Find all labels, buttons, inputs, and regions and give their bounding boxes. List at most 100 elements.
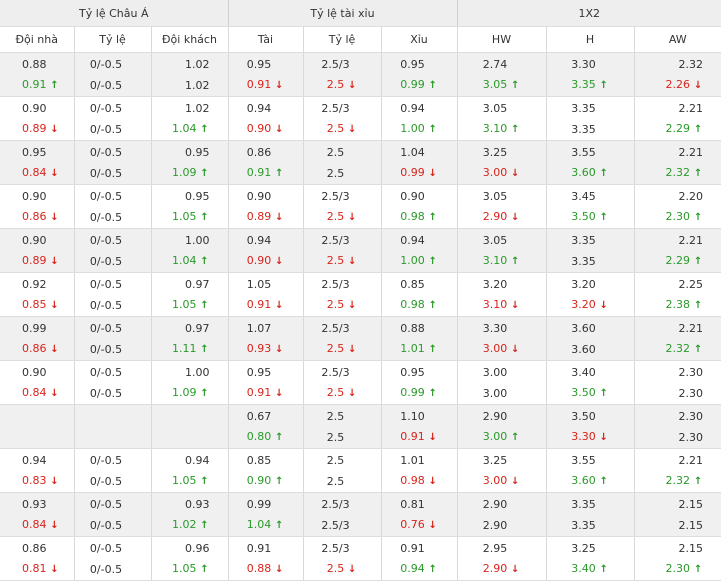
arrow-down-icon	[428, 516, 438, 536]
over-odds-value: 0.91	[246, 78, 272, 91]
away-win-odds-cell: 2.30	[633, 427, 721, 449]
home-win-odds-cell: 3.05	[456, 228, 546, 251]
handicap-cell: 0/-0.5	[73, 383, 151, 405]
draw-odds-value: 3.35	[571, 122, 596, 136]
odds-row-top: 0.90 0/-0.5 1.00 0.94 2.5/3 0.94 3.05 3.35 2.21	[0, 228, 721, 251]
home-odds-cell: 0.99	[0, 316, 74, 339]
total-line-cell: 2.5	[302, 207, 381, 229]
home-odds-cell: 0.94	[0, 449, 74, 472]
draw-odds-value: 3.40	[571, 366, 596, 379]
over-odds-value: 0.99	[246, 498, 272, 511]
home-win-odds-cell: 3.00	[456, 383, 546, 405]
draw-odds-value: 3.45	[571, 190, 596, 203]
draw-odds-cell: 3.60	[545, 471, 634, 493]
over-odds-value: 0.90	[246, 254, 272, 267]
away-odds-value: 1.02	[185, 58, 210, 71]
under-odds-value: 1.10	[400, 410, 425, 423]
odds-row-bottom: 0.86 0/-0.5 1.05 0.89 2.5 0.98 2.90 3.50 2.30	[0, 207, 721, 229]
over-odds-value: 0.90	[246, 190, 272, 203]
under-odds-cell: 0.94	[380, 96, 457, 119]
under-odds-cell: 0.94	[380, 559, 457, 581]
away-odds-value: 0.95	[185, 190, 210, 203]
home-odds-value: 0.86	[22, 210, 47, 223]
home-odds-cell: 0.93	[0, 492, 74, 515]
handicap-value: 0/-0.5	[89, 102, 123, 115]
odds-row-top: 0.90 0/-0.5 1.02 0.94 2.5/3 0.94 3.05 3.35 2.21	[0, 96, 721, 119]
arrow-down-icon	[274, 340, 284, 360]
home-odds-value: 0.86	[22, 542, 47, 555]
away-odds-cell	[150, 427, 228, 449]
handicap-value: 0/-0.5	[89, 190, 123, 203]
away-win-odds-cell: 2.20	[633, 184, 721, 207]
arrow-down-icon	[347, 76, 357, 96]
under-odds-value: 1.01	[400, 342, 425, 355]
away-odds-cell: 0.96	[150, 536, 228, 559]
draw-odds-cell: 3.60	[545, 339, 634, 361]
odds-row-bottom: 0.89 0/-0.5 1.04 0.90 2.5 1.00 3.10 3.35 2.29	[0, 119, 721, 141]
arrow-up-icon	[200, 472, 210, 492]
draw-odds-cell: 3.30	[545, 52, 634, 75]
total-line-value: 2.5/3	[321, 58, 350, 71]
draw-odds-value: 3.30	[571, 430, 596, 443]
draw-odds-cell: 3.40	[545, 360, 634, 383]
home-odds-cell: 0.83	[0, 471, 74, 493]
arrow-up-icon	[428, 296, 438, 316]
home-win-odds-cell: 2.90	[456, 559, 546, 581]
total-line-cell: 2.5/3	[302, 360, 381, 383]
total-line-value: 2.5	[326, 78, 345, 91]
arrow-down-icon	[274, 120, 284, 140]
handicap-value: 0/-0.5	[89, 122, 123, 136]
arrow-down-icon	[428, 472, 438, 492]
arrow-up-icon	[200, 516, 210, 536]
draw-odds-value: 3.30	[571, 58, 596, 71]
away-odds-cell: 0.97	[150, 316, 228, 339]
under-odds-cell: 1.01	[380, 339, 457, 361]
arrow-down-icon	[274, 208, 284, 228]
handicap-cell: 0/-0.5	[73, 52, 151, 75]
over-odds-cell: 0.93	[227, 339, 303, 361]
handicap-cell	[73, 427, 151, 449]
away-win-odds-cell: 2.21	[633, 228, 721, 251]
home-win-odds-cell: 2.95	[456, 536, 546, 559]
over-odds-cell: 0.86	[227, 140, 303, 163]
away-odds-cell: 1.04	[150, 251, 228, 273]
under-odds-cell: 0.95	[380, 52, 457, 75]
arrow-down-icon	[510, 560, 520, 580]
home-win-odds-value: 3.10	[482, 298, 508, 311]
handicap-cell: 0/-0.5	[73, 228, 151, 251]
under-odds-value: 0.94	[400, 562, 425, 575]
over-odds-value: 1.04	[246, 518, 272, 531]
draw-odds-value: 3.50	[571, 410, 596, 423]
draw-odds-cell: 3.50	[545, 207, 634, 229]
over-odds-cell: 0.85	[227, 448, 303, 471]
away-odds-cell: 0.95	[150, 140, 228, 163]
arrow-up-icon	[599, 472, 609, 492]
arrow-up-icon	[510, 252, 520, 272]
arrow-down-icon	[347, 208, 357, 228]
home-odds-value: 0.90	[22, 234, 47, 247]
total-line-value: 2.5/3	[321, 190, 350, 203]
arrow-down-icon	[510, 340, 520, 360]
odds-row-bottom: 0.84 0/-0.5 1.09 0.91 2.5 0.99 3.00 3.50 2.30	[0, 383, 721, 405]
home-odds-value: 0.90	[22, 102, 47, 115]
away-win-odds-value: 2.30	[678, 430, 704, 444]
over-odds-cell: 1.05	[227, 272, 303, 295]
total-line-cell: 2.5	[302, 339, 381, 361]
under-odds-value: 0.99	[400, 78, 425, 91]
handicap-value: 0/-0.5	[89, 58, 123, 71]
arrow-up-icon	[274, 164, 284, 184]
under-odds-cell: 0.85	[380, 272, 457, 295]
arrow-up-icon	[428, 208, 438, 228]
under-odds-value: 0.85	[400, 278, 425, 291]
under-odds-cell: 0.90	[380, 184, 457, 207]
draw-odds-value: 3.35	[571, 254, 596, 268]
arrow-up-icon	[200, 560, 210, 580]
home-win-odds-value: 3.05	[482, 234, 508, 247]
home-odds-value: 0.89	[22, 254, 47, 267]
over-odds-value: 0.94	[246, 102, 272, 115]
arrow-up-icon	[428, 252, 438, 272]
total-line-value: 2.5	[326, 410, 345, 423]
handicap-value: 0/-0.5	[89, 166, 123, 180]
away-win-odds-value: 2.21	[678, 234, 704, 247]
away-win-odds-value: 2.21	[678, 454, 704, 467]
